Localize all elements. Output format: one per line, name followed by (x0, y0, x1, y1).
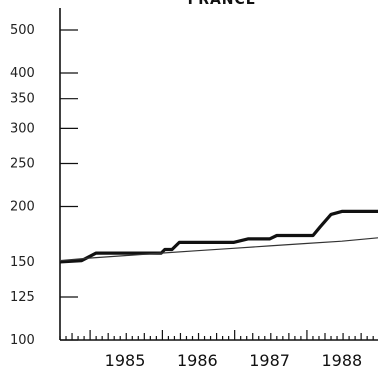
y-tick-label: 125 (10, 290, 35, 305)
y-tick-label: 200 (10, 199, 35, 214)
series-line-bold (59, 209, 378, 264)
x-tick-label: 1987 (249, 351, 290, 370)
x-ticks: 1985 1986 1987 1988 (105, 351, 363, 370)
y-tick-label: 250 (10, 157, 35, 172)
x-minor-ticks (59, 330, 374, 340)
y-ticks: 500 400 350 300 250 200 150 125 100 (10, 23, 78, 348)
y-tick-label: 300 (10, 121, 35, 136)
chart-title: FRANCE (188, 0, 257, 8)
x-tick-label: 1988 (322, 351, 363, 370)
y-tick-label: 150 (10, 255, 35, 270)
series-line-thin (59, 237, 378, 262)
y-tick-label: 500 (10, 23, 35, 38)
x-tick-label: 1986 (177, 351, 218, 370)
y-tick-label: 350 (10, 92, 35, 107)
y-tick-label: 400 (10, 66, 35, 81)
series-group (59, 209, 378, 264)
y-tick-label: 100 (10, 333, 35, 348)
x-tick-label: 1985 (105, 351, 146, 370)
